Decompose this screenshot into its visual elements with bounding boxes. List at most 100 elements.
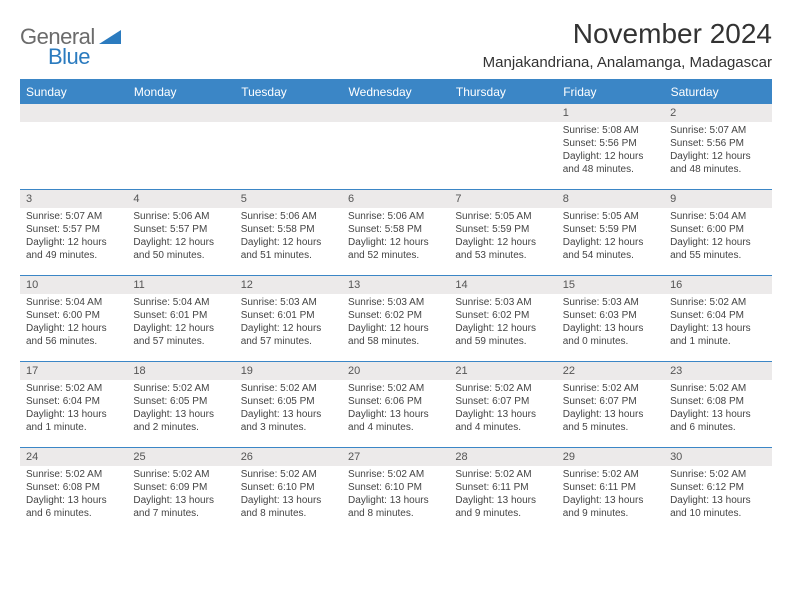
- day-cell: 18Sunrise: 5:02 AMSunset: 6:05 PMDayligh…: [127, 362, 234, 448]
- day-details: Sunrise: 5:02 AMSunset: 6:04 PMDaylight:…: [20, 380, 127, 438]
- day-cell: 17Sunrise: 5:02 AMSunset: 6:04 PMDayligh…: [20, 362, 127, 448]
- logo: General Blue: [20, 18, 121, 70]
- day-cell: 22Sunrise: 5:02 AMSunset: 6:07 PMDayligh…: [557, 362, 664, 448]
- day-details: Sunrise: 5:04 AMSunset: 6:00 PMDaylight:…: [20, 294, 127, 352]
- weekday-thursday: Thursday: [449, 80, 556, 104]
- day-number: 16: [664, 276, 771, 294]
- page-title: November 2024: [483, 18, 772, 50]
- empty-day-number: [127, 104, 234, 122]
- day-details: Sunrise: 5:03 AMSunset: 6:03 PMDaylight:…: [557, 294, 664, 352]
- day-cell: 16Sunrise: 5:02 AMSunset: 6:04 PMDayligh…: [664, 276, 771, 362]
- empty-cell: [342, 104, 449, 190]
- day-number: 30: [664, 448, 771, 466]
- day-details: Sunrise: 5:04 AMSunset: 6:00 PMDaylight:…: [664, 208, 771, 266]
- day-cell: 26Sunrise: 5:02 AMSunset: 6:10 PMDayligh…: [235, 448, 342, 534]
- day-details: Sunrise: 5:03 AMSunset: 6:01 PMDaylight:…: [235, 294, 342, 352]
- page: General Blue November 2024 Manjakandrian…: [0, 0, 792, 552]
- day-details: Sunrise: 5:03 AMSunset: 6:02 PMDaylight:…: [342, 294, 449, 352]
- day-details: Sunrise: 5:05 AMSunset: 5:59 PMDaylight:…: [449, 208, 556, 266]
- empty-day-number: [20, 104, 127, 122]
- day-cell: 28Sunrise: 5:02 AMSunset: 6:11 PMDayligh…: [449, 448, 556, 534]
- calendar-table: SundayMondayTuesdayWednesdayThursdayFrid…: [20, 79, 772, 534]
- day-details: Sunrise: 5:02 AMSunset: 6:09 PMDaylight:…: [127, 466, 234, 524]
- day-cell: 8Sunrise: 5:05 AMSunset: 5:59 PMDaylight…: [557, 190, 664, 276]
- day-number: 12: [235, 276, 342, 294]
- weekday-tuesday: Tuesday: [235, 80, 342, 104]
- day-number: 5: [235, 190, 342, 208]
- day-details: Sunrise: 5:07 AMSunset: 5:57 PMDaylight:…: [20, 208, 127, 266]
- day-number: 6: [342, 190, 449, 208]
- day-details: Sunrise: 5:05 AMSunset: 5:59 PMDaylight:…: [557, 208, 664, 266]
- day-number: 8: [557, 190, 664, 208]
- day-cell: 11Sunrise: 5:04 AMSunset: 6:01 PMDayligh…: [127, 276, 234, 362]
- logo-blue-text: Blue: [48, 44, 121, 70]
- day-cell: 7Sunrise: 5:05 AMSunset: 5:59 PMDaylight…: [449, 190, 556, 276]
- day-number: 21: [449, 362, 556, 380]
- empty-cell: [449, 104, 556, 190]
- header: General Blue November 2024 Manjakandrian…: [20, 18, 772, 71]
- empty-cell: [20, 104, 127, 190]
- day-number: 29: [557, 448, 664, 466]
- day-details: Sunrise: 5:02 AMSunset: 6:06 PMDaylight:…: [342, 380, 449, 438]
- empty-day-number: [342, 104, 449, 122]
- day-number: 18: [127, 362, 234, 380]
- day-details: Sunrise: 5:04 AMSunset: 6:01 PMDaylight:…: [127, 294, 234, 352]
- day-number: 7: [449, 190, 556, 208]
- weekday-saturday: Saturday: [664, 80, 771, 104]
- day-number: 13: [342, 276, 449, 294]
- day-details: Sunrise: 5:06 AMSunset: 5:58 PMDaylight:…: [342, 208, 449, 266]
- day-cell: 12Sunrise: 5:03 AMSunset: 6:01 PMDayligh…: [235, 276, 342, 362]
- day-cell: 20Sunrise: 5:02 AMSunset: 6:06 PMDayligh…: [342, 362, 449, 448]
- calendar-row: 24Sunrise: 5:02 AMSunset: 6:08 PMDayligh…: [20, 448, 772, 534]
- day-details: Sunrise: 5:02 AMSunset: 6:10 PMDaylight:…: [342, 466, 449, 524]
- calendar-header: SundayMondayTuesdayWednesdayThursdayFrid…: [20, 80, 772, 104]
- day-number: 23: [664, 362, 771, 380]
- day-cell: 21Sunrise: 5:02 AMSunset: 6:07 PMDayligh…: [449, 362, 556, 448]
- day-details: Sunrise: 5:06 AMSunset: 5:58 PMDaylight:…: [235, 208, 342, 266]
- calendar-row: 1Sunrise: 5:08 AMSunset: 5:56 PMDaylight…: [20, 104, 772, 190]
- day-cell: 29Sunrise: 5:02 AMSunset: 6:11 PMDayligh…: [557, 448, 664, 534]
- day-cell: 5Sunrise: 5:06 AMSunset: 5:58 PMDaylight…: [235, 190, 342, 276]
- day-number: 15: [557, 276, 664, 294]
- day-number: 17: [20, 362, 127, 380]
- day-details: Sunrise: 5:02 AMSunset: 6:05 PMDaylight:…: [127, 380, 234, 438]
- day-number: 22: [557, 362, 664, 380]
- day-cell: 1Sunrise: 5:08 AMSunset: 5:56 PMDaylight…: [557, 104, 664, 190]
- day-details: Sunrise: 5:03 AMSunset: 6:02 PMDaylight:…: [449, 294, 556, 352]
- day-cell: 23Sunrise: 5:02 AMSunset: 6:08 PMDayligh…: [664, 362, 771, 448]
- header-right: November 2024 Manjakandriana, Analamanga…: [483, 18, 772, 71]
- empty-cell: [127, 104, 234, 190]
- day-number: 2: [664, 104, 771, 122]
- day-number: 11: [127, 276, 234, 294]
- day-details: Sunrise: 5:02 AMSunset: 6:11 PMDaylight:…: [449, 466, 556, 524]
- day-details: Sunrise: 5:02 AMSunset: 6:12 PMDaylight:…: [664, 466, 771, 524]
- empty-day-number: [235, 104, 342, 122]
- day-number: 28: [449, 448, 556, 466]
- day-number: 20: [342, 362, 449, 380]
- day-details: Sunrise: 5:02 AMSunset: 6:04 PMDaylight:…: [664, 294, 771, 352]
- day-cell: 10Sunrise: 5:04 AMSunset: 6:00 PMDayligh…: [20, 276, 127, 362]
- empty-cell: [235, 104, 342, 190]
- day-details: Sunrise: 5:02 AMSunset: 6:08 PMDaylight:…: [20, 466, 127, 524]
- day-number: 10: [20, 276, 127, 294]
- day-number: 26: [235, 448, 342, 466]
- day-details: Sunrise: 5:08 AMSunset: 5:56 PMDaylight:…: [557, 122, 664, 180]
- day-number: 9: [664, 190, 771, 208]
- calendar-row: 17Sunrise: 5:02 AMSunset: 6:04 PMDayligh…: [20, 362, 772, 448]
- day-cell: 25Sunrise: 5:02 AMSunset: 6:09 PMDayligh…: [127, 448, 234, 534]
- day-details: Sunrise: 5:02 AMSunset: 6:11 PMDaylight:…: [557, 466, 664, 524]
- day-number: 24: [20, 448, 127, 466]
- day-cell: 24Sunrise: 5:02 AMSunset: 6:08 PMDayligh…: [20, 448, 127, 534]
- calendar-row: 3Sunrise: 5:07 AMSunset: 5:57 PMDaylight…: [20, 190, 772, 276]
- day-number: 1: [557, 104, 664, 122]
- location-text: Manjakandriana, Analamanga, Madagascar: [483, 54, 772, 71]
- day-details: Sunrise: 5:07 AMSunset: 5:56 PMDaylight:…: [664, 122, 771, 180]
- weekday-friday: Friday: [557, 80, 664, 104]
- day-cell: 13Sunrise: 5:03 AMSunset: 6:02 PMDayligh…: [342, 276, 449, 362]
- day-number: 14: [449, 276, 556, 294]
- day-details: Sunrise: 5:02 AMSunset: 6:05 PMDaylight:…: [235, 380, 342, 438]
- weekday-wednesday: Wednesday: [342, 80, 449, 104]
- day-details: Sunrise: 5:06 AMSunset: 5:57 PMDaylight:…: [127, 208, 234, 266]
- day-cell: 9Sunrise: 5:04 AMSunset: 6:00 PMDaylight…: [664, 190, 771, 276]
- day-number: 25: [127, 448, 234, 466]
